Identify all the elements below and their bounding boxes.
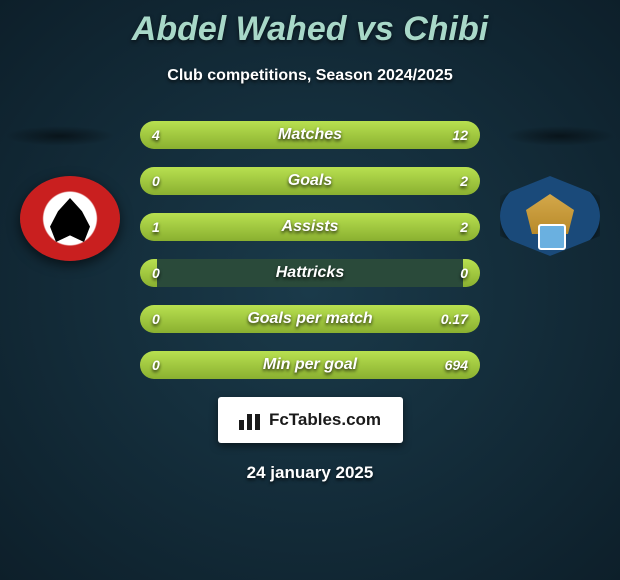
stat-row: 00.17Goals per match xyxy=(140,305,480,333)
comparison-panel: 412Matches 02Goals 12Assists 00Hattricks 00.… xyxy=(0,121,620,483)
stat-row: 412Matches xyxy=(140,121,480,149)
stat-row: 00Hattricks xyxy=(140,259,480,287)
stat-label: Goals per match xyxy=(140,305,480,333)
player-shadow-right xyxy=(505,126,615,146)
subtitle: Club competitions, Season 2024/2025 xyxy=(0,67,620,85)
bar-chart-icon xyxy=(239,410,263,430)
stat-label: Matches xyxy=(140,121,480,149)
team-crest-right xyxy=(500,176,600,256)
branding-text: FcTables.com xyxy=(269,410,381,430)
stat-row: 12Assists xyxy=(140,213,480,241)
stat-row: 0694Min per goal xyxy=(140,351,480,379)
page-title: Abdel Wahed vs Chibi xyxy=(0,0,620,49)
stat-label: Assists xyxy=(140,213,480,241)
stat-label: Hattricks xyxy=(140,259,480,287)
branding-badge: FcTables.com xyxy=(218,397,403,443)
player-shadow-left xyxy=(5,126,115,146)
stat-label: Min per goal xyxy=(140,351,480,379)
team-crest-left xyxy=(20,176,120,261)
stat-label: Goals xyxy=(140,167,480,195)
date-label: 24 january 2025 xyxy=(0,463,620,483)
stat-bars: 412Matches 02Goals 12Assists 00Hattricks 00.… xyxy=(140,121,480,379)
stat-row: 02Goals xyxy=(140,167,480,195)
